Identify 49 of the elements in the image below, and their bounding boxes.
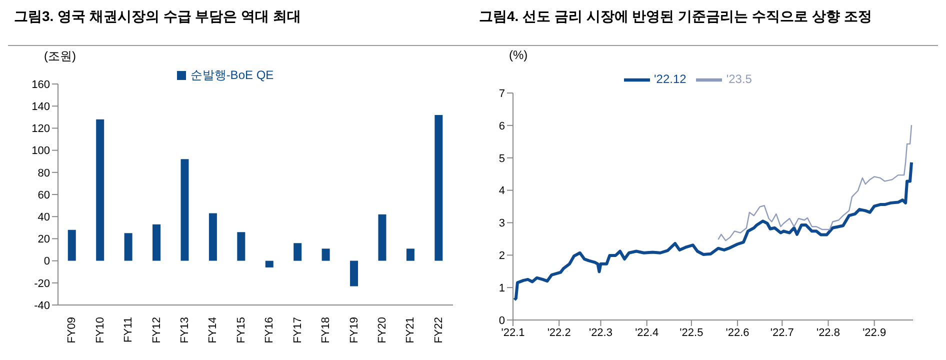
y-tick-label: 0 <box>44 256 50 268</box>
y-tick-label: 1 <box>498 282 505 294</box>
y-tick-label: 100 <box>32 145 50 158</box>
x-tick-label: FY20 <box>376 317 388 344</box>
x-tick-label: FY14 <box>207 317 220 344</box>
x-tick-label: FY13 <box>178 317 191 344</box>
y-tick-label: 7 <box>498 88 505 100</box>
chart-title: 그림3. 영국 채권시장의 수급 부담은 역대 최대 <box>8 8 473 46</box>
legend-label: '22.12 <box>654 72 686 86</box>
x-tick-label: FY10 <box>94 317 106 344</box>
legend-label: '23.5 <box>726 72 752 86</box>
x-tick-label: FY22 <box>432 317 445 344</box>
x-tick-label: '22.9 <box>862 326 886 339</box>
x-tick-label: '22.6 <box>726 326 750 339</box>
x-tick-label: '22.7 <box>770 326 794 339</box>
x-tick-label: '22.8 <box>816 326 840 339</box>
x-tick-label: FY12 <box>150 317 163 344</box>
x-tick-label: '22.5 <box>680 326 704 339</box>
y-tick-label: 40 <box>38 212 50 224</box>
y-axis-title: (%) <box>508 48 529 62</box>
y-tick-label: 20 <box>38 234 50 246</box>
x-tick-label: FY18 <box>320 317 332 344</box>
y-tick-label: 6 <box>498 120 505 132</box>
y-tick-label: -20 <box>34 278 50 290</box>
y-tick-label: 3 <box>498 218 505 230</box>
x-tick-label: FY09 <box>66 317 78 344</box>
x-tick-label: FY11 <box>122 317 135 342</box>
x-tick-label: '22.1 <box>501 326 525 339</box>
y-tick-label: 120 <box>32 123 50 136</box>
y-tick-label: 160 <box>32 78 50 91</box>
x-tick-label: '22.4 <box>635 326 659 339</box>
y-tick-label: 5 <box>498 152 505 165</box>
y-tick-label: 60 <box>38 189 50 202</box>
x-tick-label: FY21 <box>404 317 417 344</box>
x-tick-label: '22.3 <box>588 326 612 339</box>
y-tick-label: -40 <box>34 300 50 312</box>
y-axis-title: (조원) <box>43 48 77 63</box>
y-tick-label: 2 <box>498 250 505 262</box>
x-tick-label: FY17 <box>292 317 304 344</box>
x-tick-label: FY16 <box>264 317 276 344</box>
x-tick-label: '22.2 <box>547 326 571 339</box>
legend-label: 순발행-BoE QE <box>190 68 274 82</box>
x-tick-label: FY15 <box>235 317 248 344</box>
y-tick-label: 80 <box>38 167 50 180</box>
chart-title: 그림4. 선도 금리 시장에 반영된 기준금리는 수직으로 상향 조정 <box>473 8 938 46</box>
y-tick-label: 0 <box>498 314 505 327</box>
y-tick-label: 140 <box>32 101 50 114</box>
y-tick-label: 4 <box>498 185 505 198</box>
x-tick-label: FY19 <box>348 317 360 344</box>
